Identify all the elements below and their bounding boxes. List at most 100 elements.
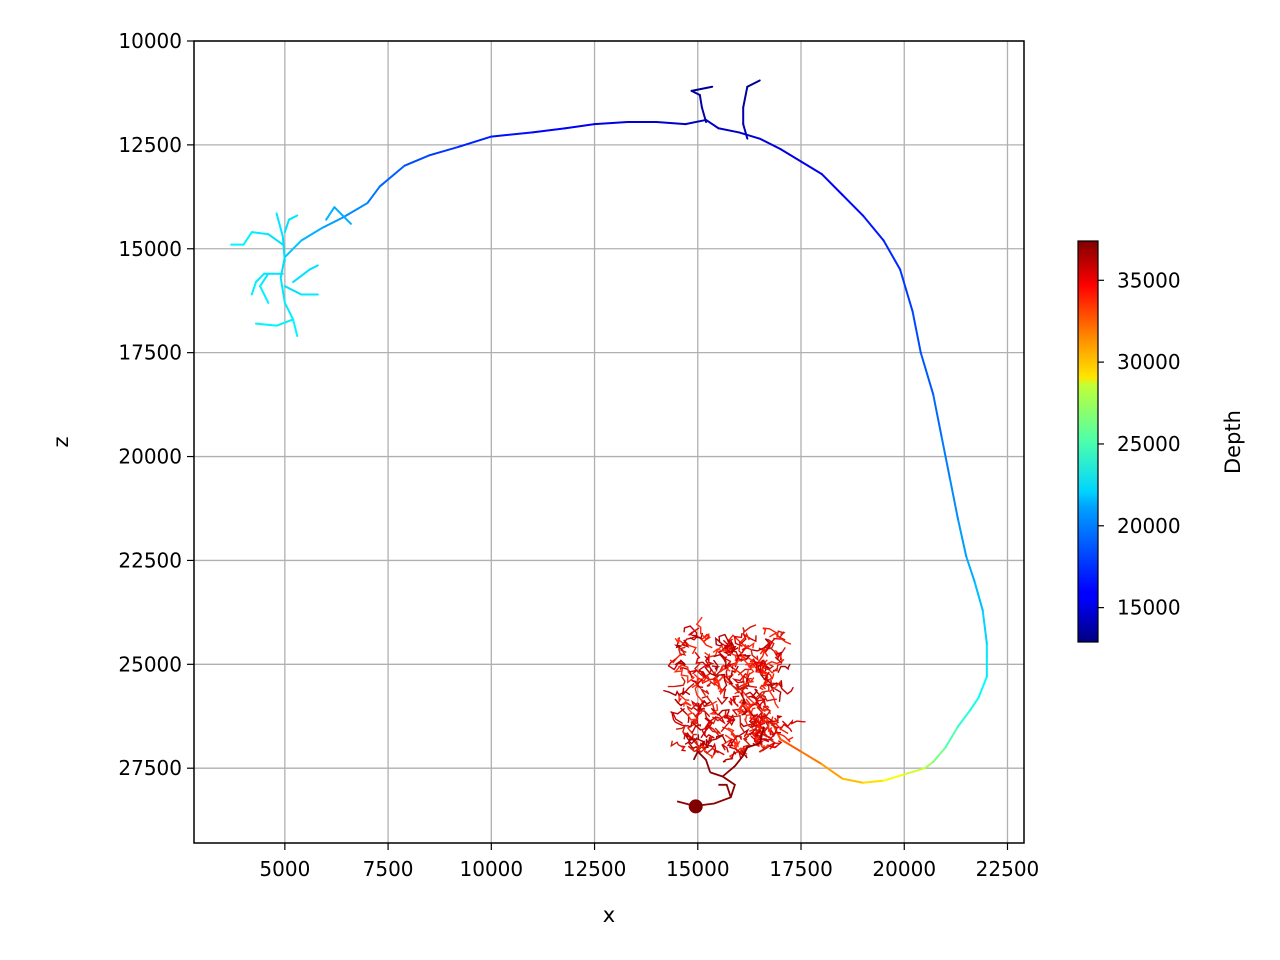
arbor-branch bbox=[700, 727, 715, 739]
arbor-branch bbox=[761, 663, 775, 671]
arbor-branch bbox=[762, 627, 778, 638]
arbor-branch bbox=[724, 641, 744, 662]
arbor-branch bbox=[777, 663, 791, 674]
arbor-branch bbox=[695, 616, 707, 640]
main-axon-segment bbox=[705, 118, 720, 130]
arbor-branch bbox=[711, 659, 721, 673]
main-axon-segment bbox=[403, 154, 431, 167]
main-axon-segment bbox=[923, 760, 935, 770]
main-axon-segment bbox=[738, 131, 761, 140]
main-axon-segment bbox=[490, 131, 534, 138]
arbor-branch bbox=[746, 672, 751, 687]
dorsal-branch-a-segment bbox=[700, 106, 708, 124]
cyan-tuft-9-segment bbox=[287, 214, 299, 221]
grid-lines bbox=[194, 40, 1024, 843]
arbor-branch bbox=[775, 633, 792, 645]
arbor-branch bbox=[704, 652, 713, 672]
arbor-branch bbox=[684, 741, 698, 750]
arbor-branch bbox=[741, 647, 747, 654]
arbor-branch bbox=[680, 745, 686, 752]
arbor-branch bbox=[694, 651, 709, 669]
soma-marker bbox=[688, 799, 703, 814]
arbor-branch bbox=[674, 659, 686, 667]
main-axon-segment bbox=[956, 709, 972, 728]
arbor-branch bbox=[745, 664, 755, 678]
arbor-branch bbox=[714, 673, 728, 693]
arbor-branch bbox=[722, 755, 744, 778]
arbor-branch bbox=[667, 676, 686, 688]
main-axon-segment bbox=[820, 172, 844, 196]
colorbar-label: Depth bbox=[1221, 410, 1245, 474]
colorbar-ticks: 15000 20000 25000 30000 35000 bbox=[1098, 268, 1181, 620]
arbor-branch bbox=[739, 632, 750, 643]
arbor-branch bbox=[776, 731, 794, 743]
main-axon-segment bbox=[973, 580, 984, 612]
arbor-branch bbox=[746, 688, 760, 699]
arbor-branch bbox=[721, 743, 729, 753]
arbor-branch bbox=[732, 667, 745, 679]
arbor-branch bbox=[771, 731, 782, 737]
arbor-branch bbox=[697, 771, 736, 807]
arbor-branch bbox=[726, 738, 734, 747]
dorsal-branch-b-segment bbox=[746, 79, 761, 88]
dorsal-branch-b-segment bbox=[742, 123, 749, 140]
arbor-branch bbox=[722, 638, 732, 647]
arbor-branch bbox=[720, 712, 733, 733]
arbor-branch bbox=[738, 641, 742, 654]
x-tick-label: 12500 bbox=[563, 857, 627, 881]
main-axon-segment bbox=[300, 226, 324, 242]
arbor-branch bbox=[700, 716, 713, 739]
arbor-branch bbox=[697, 734, 706, 747]
arbor-branch bbox=[749, 724, 762, 737]
main-axon-segment bbox=[428, 145, 460, 157]
arbor-branch bbox=[694, 662, 719, 681]
arbor-branch bbox=[663, 689, 691, 697]
arbor-branch bbox=[759, 658, 785, 675]
cyan-tuft-1-segment bbox=[275, 212, 284, 238]
arbor-branch bbox=[677, 646, 687, 656]
colorbar: 15000 20000 25000 30000 35000 Depth bbox=[1077, 240, 1245, 643]
arbor-branch bbox=[678, 692, 690, 704]
main-axon-segment bbox=[378, 164, 406, 188]
cyan-tuft-5-segment bbox=[283, 285, 303, 296]
arbor-branch bbox=[718, 783, 732, 798]
main-axon-segment bbox=[932, 393, 943, 437]
arbor-branch bbox=[736, 675, 751, 690]
colorbar-gradient bbox=[1077, 240, 1099, 643]
main-axon-segment bbox=[882, 773, 906, 782]
arbor-branch bbox=[744, 677, 758, 688]
cyan-tuft-4-segment bbox=[254, 272, 266, 284]
main-axon-segment bbox=[932, 746, 947, 763]
arbor-branch bbox=[699, 697, 718, 708]
main-axon-segment bbox=[956, 517, 968, 558]
x-tick-label: 10000 bbox=[460, 857, 524, 881]
main-axon-segment bbox=[593, 121, 629, 126]
cyan-tuft-2-segment bbox=[250, 231, 270, 236]
arbor-branch bbox=[738, 699, 754, 722]
y-tick-label: 20000 bbox=[118, 445, 182, 469]
arbor-branch bbox=[689, 632, 704, 641]
arbor-branch bbox=[766, 721, 777, 729]
arbor-branch bbox=[674, 698, 686, 707]
arbor-branch bbox=[759, 648, 769, 657]
arbor-branch bbox=[691, 724, 702, 733]
arbor-branch bbox=[763, 671, 773, 687]
arbor-branch bbox=[738, 652, 744, 663]
cyan-tuft-7-segment bbox=[254, 322, 278, 327]
colorbar-tick-label: 20000 bbox=[1117, 514, 1181, 538]
cyan-tuft-9-segment bbox=[283, 218, 290, 234]
main-axon-segment bbox=[283, 239, 303, 259]
arbor-branch bbox=[742, 697, 747, 705]
arbor-branch bbox=[762, 669, 774, 680]
arbor-branch bbox=[722, 750, 737, 763]
main-axon-segment bbox=[655, 121, 687, 126]
cyan-tuft-2-segment bbox=[267, 233, 284, 246]
arbor-branch bbox=[686, 708, 698, 721]
x-tick-label: 20000 bbox=[872, 857, 936, 881]
main-axon-segment bbox=[948, 476, 959, 520]
main-axon-segment bbox=[861, 779, 885, 784]
cyan-tuft-4-segment bbox=[250, 281, 257, 296]
arbor-branch bbox=[733, 633, 743, 647]
main-axon-segment bbox=[841, 777, 864, 784]
